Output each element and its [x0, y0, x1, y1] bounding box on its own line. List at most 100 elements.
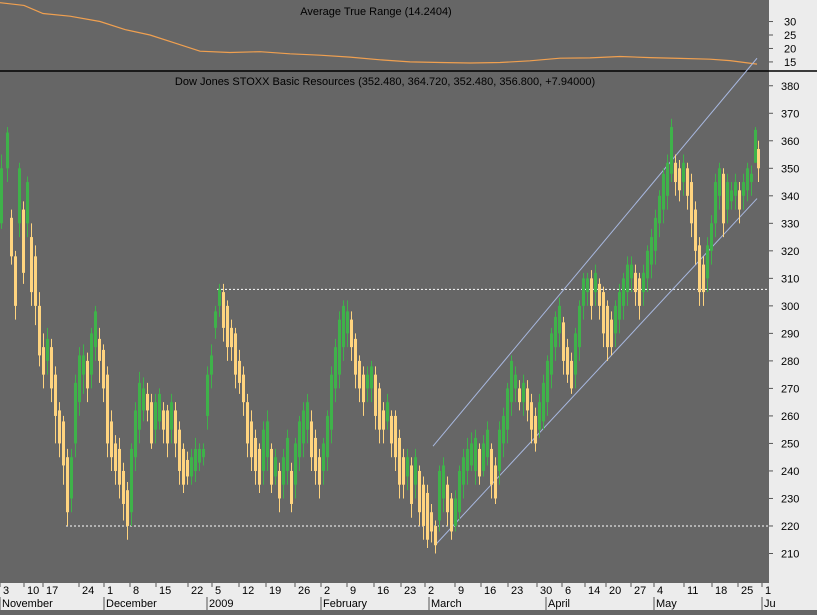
candle-body — [534, 415, 537, 444]
price-y-tick-label: 210 — [781, 548, 799, 560]
candle-body — [422, 484, 425, 526]
candle-body — [62, 421, 65, 466]
candle-body — [590, 278, 593, 306]
candle-body — [386, 402, 389, 422]
candle-body — [674, 162, 677, 183]
candle-body — [50, 347, 53, 389]
candle-body — [250, 421, 253, 458]
candle-body — [214, 311, 217, 328]
candle-body — [402, 457, 405, 485]
candle-body — [702, 264, 705, 293]
candle-body — [30, 237, 33, 293]
candle-body — [6, 132, 9, 169]
candle-body — [246, 402, 249, 444]
candle-body — [510, 360, 513, 403]
candle-body — [618, 292, 621, 320]
x-day-tick-label: 14 — [588, 585, 600, 597]
x-day-tick-label: 4 — [657, 585, 663, 597]
candle-body — [334, 347, 337, 389]
candle-body — [506, 388, 509, 430]
candle-body — [150, 402, 153, 444]
candle-body — [662, 173, 665, 210]
price-y-tick-label: 340 — [781, 191, 799, 203]
candle-body — [118, 448, 121, 485]
candle-body — [310, 421, 313, 458]
candle-body — [726, 182, 729, 210]
candle-body — [638, 278, 641, 306]
x-month-label: March — [431, 598, 462, 610]
candle-body — [606, 305, 609, 348]
candle-body — [690, 182, 693, 224]
candle-body — [442, 465, 445, 499]
candle-body — [694, 209, 697, 251]
candle-body — [238, 360, 241, 383]
candle-body — [318, 457, 321, 485]
candle-body — [106, 374, 109, 444]
x-day-tick-label: 1 — [765, 585, 771, 597]
candle-body — [42, 347, 45, 375]
candle-body — [294, 443, 297, 485]
candle-body — [362, 374, 365, 403]
candle-body — [414, 457, 417, 485]
candle-body — [538, 402, 541, 430]
candle-body — [378, 388, 381, 430]
candle-body — [582, 278, 585, 306]
price-y-tick-label: 290 — [781, 328, 799, 340]
candle-body — [682, 162, 685, 183]
candle-body — [586, 278, 589, 293]
candle-body — [418, 470, 421, 513]
candle-body — [550, 333, 553, 375]
x-day-tick-label: 12 — [242, 585, 254, 597]
candle-body — [578, 305, 581, 348]
candle-body — [314, 437, 317, 471]
candle-body — [138, 382, 141, 430]
candle-body — [226, 305, 229, 348]
candle-body — [210, 355, 213, 375]
candle-body — [718, 168, 721, 196]
candle-body — [74, 382, 77, 444]
x-day-tick-label: 2 — [428, 585, 434, 597]
price-y-tick-label: 230 — [781, 493, 799, 505]
atr-title: Average True Range (14.2404) — [300, 6, 451, 18]
candle-body — [594, 272, 597, 293]
candle-body — [354, 338, 357, 375]
candle-body — [626, 264, 629, 293]
candle-body — [410, 465, 413, 504]
candle-body — [474, 437, 477, 471]
candle-body — [206, 374, 209, 416]
candle-body — [278, 470, 281, 499]
x-day-tick-label: 9 — [350, 585, 356, 597]
candle-body — [274, 457, 277, 477]
candle-body — [722, 173, 725, 224]
price-y-tick-label: 250 — [781, 438, 799, 450]
candle-body — [190, 457, 193, 477]
candle-body — [526, 388, 529, 411]
candle-body — [678, 168, 681, 191]
candle-body — [342, 305, 345, 348]
candle-body — [322, 443, 325, 471]
candle-body — [338, 319, 341, 375]
x-day-tick-label: 15 — [159, 585, 171, 597]
candle-body — [406, 457, 409, 477]
candle-body — [622, 278, 625, 306]
candle-body — [266, 421, 269, 458]
candle-body — [610, 319, 613, 348]
x-day-tick-label: 25 — [741, 585, 753, 597]
candle-body — [370, 366, 373, 389]
candle-body — [558, 305, 561, 334]
candle-body — [438, 470, 441, 521]
candle-body — [270, 448, 273, 485]
x-day-tick-label: 8 — [133, 585, 139, 597]
candle-body — [566, 347, 569, 375]
candle-body — [486, 429, 489, 458]
candle-body — [54, 374, 57, 416]
candle-body — [614, 305, 617, 334]
x-month-label: Ju — [764, 598, 776, 610]
candle-body — [70, 457, 73, 499]
candle-body — [174, 410, 177, 444]
x-day-tick-label: 1 — [107, 585, 113, 597]
candle-body — [742, 182, 745, 196]
candle-body — [390, 415, 393, 444]
candle-body — [398, 437, 401, 485]
